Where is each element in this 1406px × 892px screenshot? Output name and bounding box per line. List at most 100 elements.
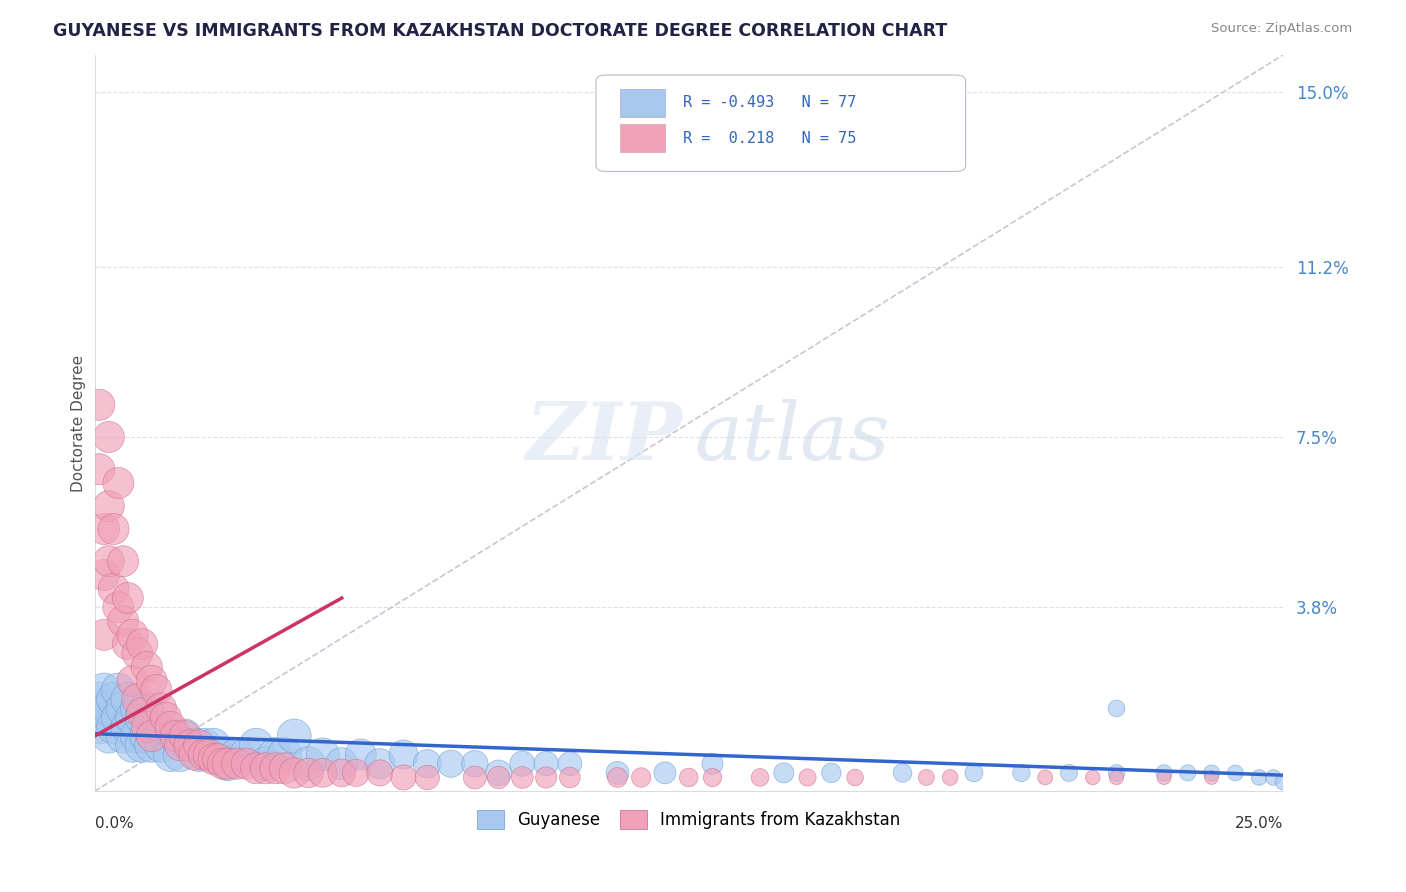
Point (245, 739, 267, 753)
Point (273, 761, 295, 775)
Point (197, 747, 219, 762)
Point (121, 711, 143, 725)
Point (127, 701, 149, 715)
Point (202, 739, 225, 753)
Point (915, 771, 938, 785)
Point (197, 747, 219, 762)
Point (112, 729, 135, 743)
Point (93, 628, 115, 642)
Legend: Guyanese, Immigrants from Kazakhstan: Guyanese, Immigrants from Kazakhstan (471, 804, 907, 836)
Text: ZIP: ZIP (526, 400, 683, 476)
Point (654, 765, 676, 780)
Point (392, 747, 415, 762)
Point (1177, 765, 1199, 780)
Point (1033, 771, 1056, 785)
Point (165, 729, 187, 743)
Point (135, 729, 157, 743)
Point (297, 765, 319, 780)
Point (212, 747, 235, 762)
Point (141, 729, 163, 743)
Point (772, 765, 794, 780)
Point (217, 756, 239, 771)
Point (226, 747, 249, 762)
Point (169, 739, 191, 753)
Point (135, 701, 157, 715)
Point (112, 701, 135, 715)
Point (207, 752, 229, 766)
Point (103, 720, 125, 734)
Point (145, 683, 167, 698)
Point (1153, 765, 1175, 780)
Point (212, 756, 235, 771)
Point (165, 729, 187, 743)
Point (226, 756, 249, 771)
Point (368, 765, 391, 780)
Point (179, 739, 201, 753)
Point (127, 729, 149, 743)
Point (107, 600, 129, 615)
Point (606, 765, 628, 780)
Point (193, 739, 215, 753)
Y-axis label: Doctorate Degree: Doctorate Degree (72, 355, 86, 491)
Point (330, 765, 353, 780)
Point (283, 765, 305, 780)
Point (488, 765, 510, 780)
Point (159, 720, 181, 734)
Point (254, 761, 277, 775)
Point (131, 711, 153, 725)
Text: R =  0.218   N = 75: R = 0.218 N = 75 (683, 131, 856, 145)
Point (159, 747, 181, 762)
Point (464, 756, 486, 771)
Point (245, 761, 267, 775)
Point (1105, 765, 1128, 780)
Point (1225, 765, 1247, 780)
Point (89, 398, 111, 412)
Point (416, 756, 439, 771)
Point (169, 747, 191, 762)
Point (630, 771, 652, 785)
Point (112, 614, 135, 628)
Point (89, 462, 111, 476)
Point (312, 765, 335, 780)
Point (796, 771, 818, 785)
Point (121, 673, 143, 688)
Point (112, 554, 135, 568)
Point (312, 747, 335, 762)
Point (97, 499, 120, 513)
Point (155, 729, 177, 743)
Point (558, 771, 581, 785)
Point (173, 729, 195, 743)
Point (534, 756, 557, 771)
Point (891, 765, 914, 780)
Text: atlas: atlas (695, 400, 890, 476)
Point (344, 765, 367, 780)
Point (93, 522, 115, 536)
Point (254, 756, 277, 771)
Point (141, 739, 163, 753)
Point (89, 720, 111, 734)
Point (188, 747, 211, 762)
Point (107, 683, 129, 698)
Point (207, 747, 229, 762)
Point (273, 747, 295, 762)
Text: 0.0%: 0.0% (94, 816, 134, 831)
Point (1010, 765, 1032, 780)
Point (749, 771, 772, 785)
Point (93, 568, 115, 582)
Point (150, 739, 173, 753)
Point (512, 771, 534, 785)
Point (135, 720, 157, 734)
Point (678, 771, 700, 785)
Point (103, 692, 125, 706)
Point (264, 747, 287, 762)
Point (330, 756, 353, 771)
Point (193, 747, 215, 762)
FancyBboxPatch shape (596, 75, 966, 171)
Point (1201, 765, 1223, 780)
Point (235, 756, 257, 771)
Point (117, 637, 139, 651)
Point (93, 706, 115, 720)
Point (1081, 771, 1104, 785)
Bar (620, 124, 665, 153)
Point (103, 582, 125, 596)
